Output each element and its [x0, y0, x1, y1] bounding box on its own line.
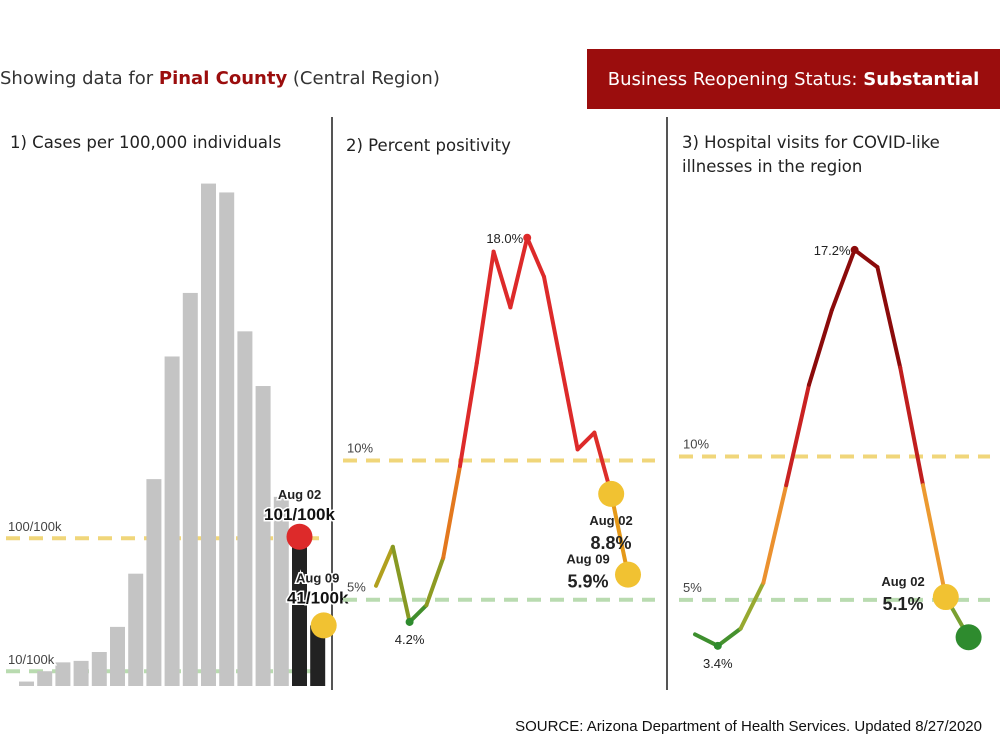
showing-prefix: Showing data for [0, 68, 159, 89]
hospital-point [713, 641, 722, 650]
positivity-line-segment [508, 235, 530, 310]
cases-bar [292, 536, 307, 686]
positivity-annotation-value: 8.8% [590, 533, 631, 553]
cases-bar [110, 626, 125, 686]
positivity-line-segment [390, 544, 412, 624]
positivity-point [405, 617, 414, 626]
cases-marker [310, 612, 337, 639]
positivity-line-segment [374, 544, 395, 588]
cases-threshold-label: 10/100k [8, 652, 55, 667]
hospital-line-segment [875, 265, 903, 370]
county-name: Pinal County [158, 68, 288, 89]
panel-3-title-line1: 3) Hospital visits for COVID-like [682, 133, 940, 152]
positivity-point-label: 18.0% [486, 231, 523, 246]
hospital-point [850, 245, 859, 254]
cases-bar [273, 496, 289, 686]
positivity-line-segment [441, 464, 462, 560]
hospital-line-segment [898, 365, 925, 488]
hospital-line-segment [784, 382, 811, 488]
positivity-line-segment [458, 361, 479, 469]
cases-threshold-label: 100/100k [8, 519, 62, 534]
hospital-marker [955, 624, 982, 651]
positivity-annotation-value: 5.9% [567, 572, 608, 592]
cases-bar [201, 183, 216, 686]
positivity-threshold-label: 5% [347, 580, 366, 595]
cases-annotation-value: 101/100k [264, 505, 335, 524]
hospital-point-label: 3.4% [703, 656, 733, 671]
cases-marker [286, 523, 313, 550]
cases-bar [237, 331, 253, 686]
hospital-threshold-label: 10% [683, 436, 709, 451]
positivity-annotation-date: Aug 02 [589, 513, 632, 528]
cases-annotation-date: Aug 09 [296, 570, 339, 585]
positivity-line-segment [491, 249, 513, 310]
panel-divider-2 [666, 117, 668, 690]
hospital-line-segment [715, 626, 743, 648]
cases-bar [37, 671, 53, 686]
cases-bar [128, 573, 144, 686]
positivity-line-segment [542, 274, 563, 366]
cases-bar [255, 386, 271, 686]
panel-3-title: 3) Hospital visits for COVID-like illnes… [682, 131, 940, 179]
hospital-line-segment [852, 247, 880, 270]
hospital-marker [932, 584, 959, 611]
hospital-line-segment [738, 580, 766, 631]
hospital-threshold-label: 5% [683, 580, 702, 595]
positivity-line-segment [609, 491, 630, 577]
cases-bar [164, 356, 180, 686]
status-value: Substantial [863, 68, 980, 90]
hospital-line-segment [761, 483, 789, 585]
positivity-line-segment [575, 430, 597, 452]
panel-2-title: 2) Percent positivity [346, 136, 511, 155]
cases-annotation-value: 41/100k [287, 588, 349, 607]
panel-divider-1 [331, 117, 333, 690]
cases-annotation-date: Aug 02 [278, 487, 321, 502]
positivity-threshold-label: 10% [347, 440, 373, 455]
cases-bar [310, 625, 326, 686]
cases-bar [91, 652, 107, 686]
cases-bar [19, 681, 34, 686]
region-name: (Central Region) [287, 68, 440, 89]
hospital-annotation-date: Aug 02 [881, 574, 924, 589]
panel-1-title: 1) Cases per 100,000 individuals [10, 133, 282, 152]
cases-bar [146, 479, 162, 686]
reopening-status-banner: Business Reopening Status: Substantial [587, 49, 1000, 109]
cases-bar [73, 660, 89, 686]
positivity-line-segment [525, 235, 546, 279]
positivity-line-segment [424, 555, 446, 608]
positivity-line-segment [474, 249, 496, 366]
cases-bar [182, 292, 198, 686]
positivity-line-segment [558, 361, 580, 452]
header-location: Showing data for Pinal County (Central R… [0, 68, 440, 89]
cases-bar [219, 192, 235, 686]
hospital-line-segment [693, 632, 720, 648]
status-label: Business Reopening Status: [607, 68, 858, 90]
hospital-line-segment [921, 483, 948, 600]
source-note: SOURCE: Arizona Department of Health Ser… [515, 718, 982, 735]
positivity-marker [598, 480, 625, 507]
positivity-point [523, 233, 532, 242]
positivity-annotation-date: Aug 09 [566, 552, 609, 567]
hospital-point-label: 17.2% [814, 243, 851, 258]
hospital-annotation-value: 5.1% [882, 594, 923, 614]
hospital-line-segment [807, 308, 834, 387]
panel-3-title-line2: illnesses in the region [682, 157, 863, 176]
cases-bar [55, 662, 71, 686]
positivity-marker [615, 561, 641, 588]
positivity-point-label: 4.2% [395, 632, 425, 647]
hospital-line-segment [829, 247, 857, 313]
